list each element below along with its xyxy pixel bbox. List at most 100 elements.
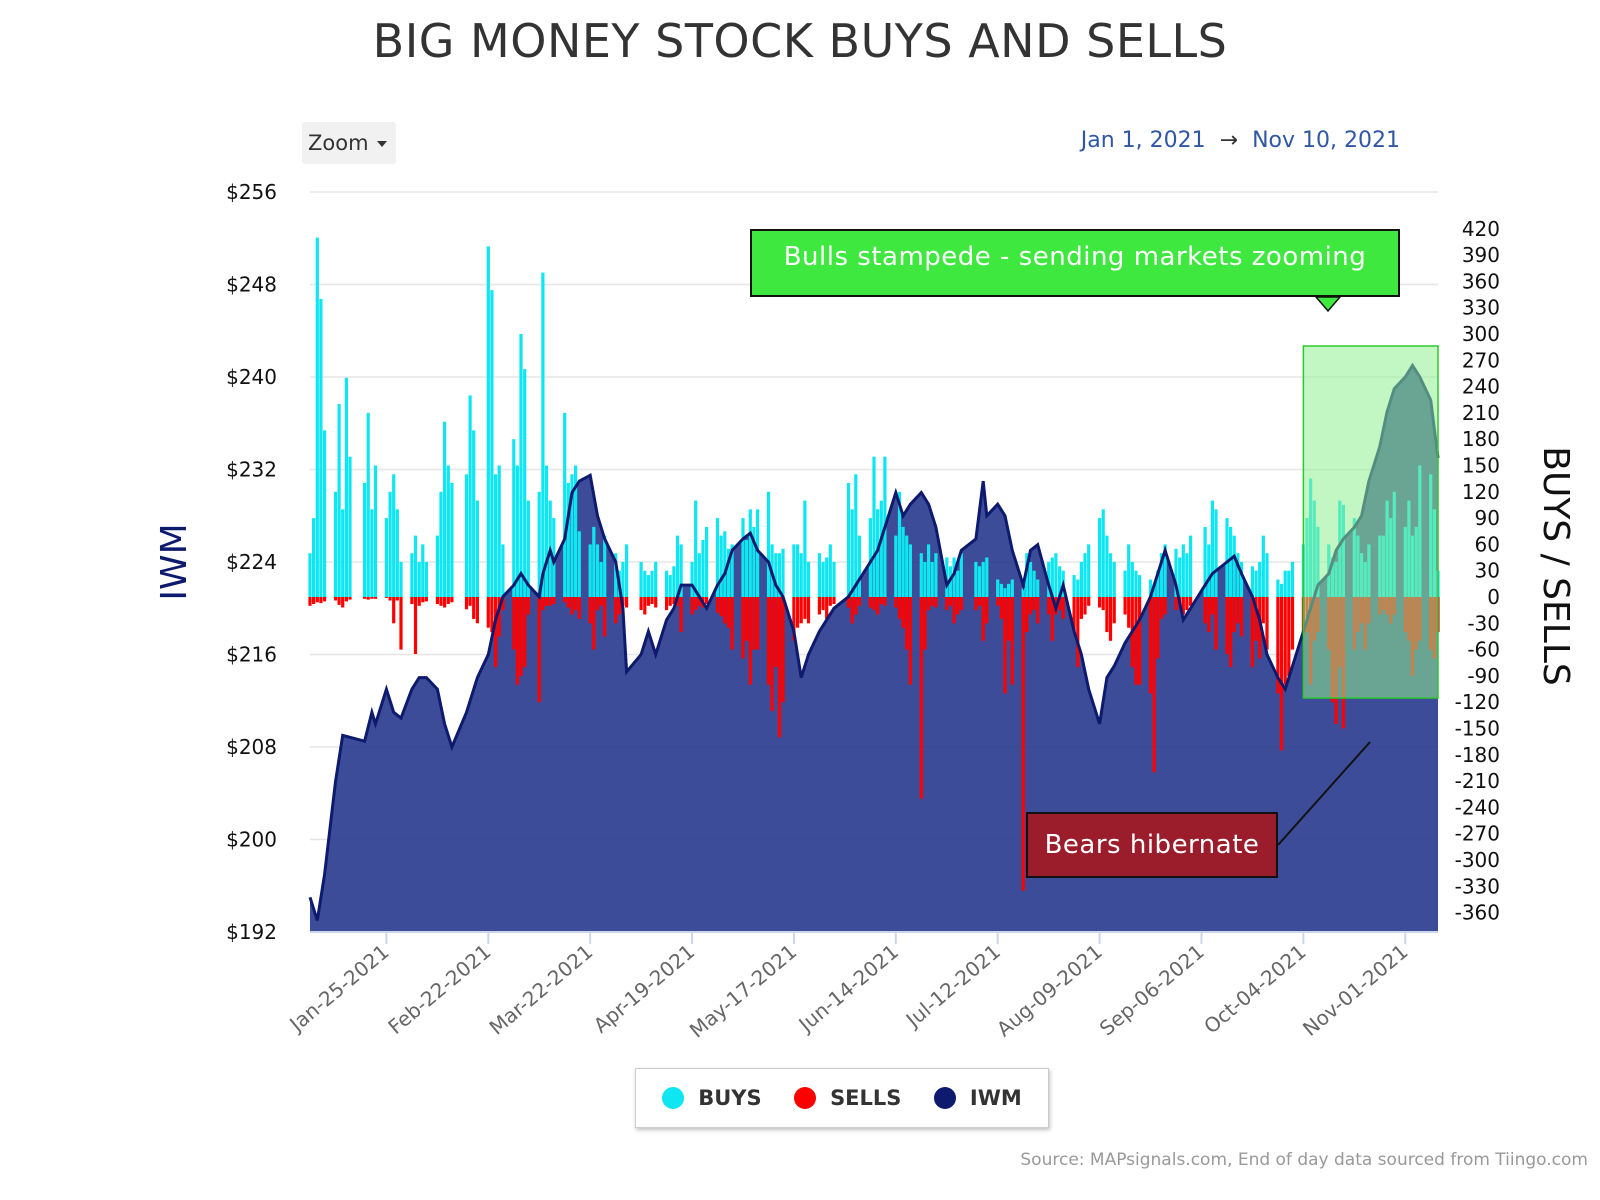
sells-bar	[348, 597, 352, 600]
buys-bar	[803, 500, 807, 597]
right-tick-label: 30	[1475, 559, 1500, 583]
legend-item-sells[interactable]: SELLS	[794, 1086, 901, 1110]
sells-bar	[1156, 597, 1160, 659]
sells-bar	[923, 597, 927, 650]
date-to[interactable]: Nov 10, 2021	[1252, 128, 1400, 153]
source-note: Source: MAPsignals.com, End of day data …	[1020, 1150, 1588, 1170]
buys-bar	[563, 412, 567, 597]
buys-bar	[806, 561, 811, 597]
buys-bar	[799, 553, 803, 597]
left-tick-label: $224	[226, 550, 277, 574]
sells-bar	[373, 597, 378, 599]
sells-bar	[494, 597, 498, 668]
buys-bar	[1156, 570, 1160, 597]
right-tick-label: 300	[1462, 322, 1500, 346]
buys-bar	[952, 557, 956, 597]
sells-bar	[1265, 597, 1269, 650]
buys-bar	[694, 500, 698, 597]
buys-bar	[748, 509, 752, 597]
buys-bar	[701, 540, 705, 597]
sells-bar	[1025, 597, 1029, 633]
buys-bar	[956, 570, 960, 597]
x-tick-label: Jan-25-2021	[283, 939, 393, 1037]
buys-bar	[774, 553, 778, 597]
sells-bar	[1225, 597, 1229, 654]
sells-bar	[1058, 597, 1062, 611]
right-tick-label: 210	[1462, 401, 1500, 425]
buys-bar	[1210, 500, 1214, 597]
sells-bar	[490, 597, 494, 633]
buys-bar	[857, 535, 861, 597]
buys-bar	[665, 570, 669, 597]
sells-bar	[395, 597, 399, 601]
buys-bar	[1287, 570, 1291, 597]
buys-bar	[1276, 579, 1280, 597]
bears-callout-pointer	[1277, 741, 1371, 846]
sells-bar	[828, 597, 832, 606]
sells-bar	[908, 597, 912, 685]
buys-bar	[639, 561, 643, 597]
right-tick-label: 150	[1462, 454, 1500, 478]
right-tick-label: -300	[1455, 848, 1500, 872]
sells-bar	[1174, 597, 1178, 611]
chevron-down-icon	[376, 141, 387, 147]
buys-bar	[1159, 553, 1164, 597]
sells-bar	[439, 597, 443, 606]
buys-bar	[668, 575, 672, 597]
right-tick-label: -30	[1467, 611, 1500, 635]
sells-bar	[690, 597, 694, 615]
bears-annotation-text: Bears hibernate	[1044, 830, 1260, 860]
sells-bar	[1250, 597, 1254, 668]
sells-bar	[1207, 597, 1211, 633]
buys-bar	[312, 518, 316, 597]
sells-bar	[544, 597, 549, 606]
buys-bar	[894, 535, 898, 597]
sells-bar	[625, 597, 629, 608]
buys-bar	[1258, 561, 1262, 597]
sells-bar	[985, 597, 989, 624]
buys-bar	[337, 404, 341, 597]
right-tick-label: 240	[1462, 375, 1500, 399]
sells-bar	[974, 597, 978, 611]
legend-item-iwm[interactable]: IWM	[933, 1086, 1022, 1110]
sells-bar	[1290, 597, 1295, 650]
sells-bar	[901, 597, 905, 628]
sells-bar	[599, 597, 603, 606]
sells-bar	[424, 597, 428, 602]
buys-bar	[1225, 518, 1229, 597]
sells-bar	[1036, 597, 1040, 624]
left-tick-label: $256	[226, 180, 277, 204]
sells-bar	[646, 597, 650, 606]
sells-bar	[515, 597, 519, 685]
buys-bar	[1010, 579, 1014, 597]
date-from[interactable]: Jan 1, 2021	[1080, 128, 1206, 153]
zoom-dropdown[interactable]: Zoom	[302, 122, 396, 164]
sells-bar	[774, 597, 778, 668]
legend-label-buys: BUYS	[698, 1086, 762, 1110]
buys-bar	[497, 465, 501, 597]
buys-bar	[766, 491, 771, 597]
legend-item-buys[interactable]: BUYS	[662, 1086, 762, 1110]
sells-bar	[548, 597, 552, 606]
sells-bar	[1214, 597, 1218, 650]
x-tick-label: Jun-14-2021	[793, 939, 903, 1037]
sells-bar	[384, 597, 388, 598]
right-tick-label: -210	[1455, 769, 1500, 793]
buys-bar	[934, 553, 938, 597]
buys-bar	[690, 561, 694, 597]
buys-bar	[333, 491, 338, 597]
sells-bar	[1189, 597, 1193, 606]
sells-bar	[825, 597, 829, 619]
sells-bar	[741, 597, 745, 659]
buys-bar	[1098, 518, 1102, 597]
sells-bar	[781, 597, 785, 703]
buys-bar	[745, 540, 749, 597]
buys-bar	[541, 272, 545, 597]
x-tick-label: Nov-01-2021	[1298, 939, 1412, 1040]
buys-bar	[494, 474, 498, 597]
buys-bar	[719, 535, 723, 597]
buys-bar	[515, 465, 519, 597]
sells-bar	[537, 597, 541, 703]
buys-bar	[974, 561, 978, 597]
buys-bar	[1032, 570, 1036, 597]
